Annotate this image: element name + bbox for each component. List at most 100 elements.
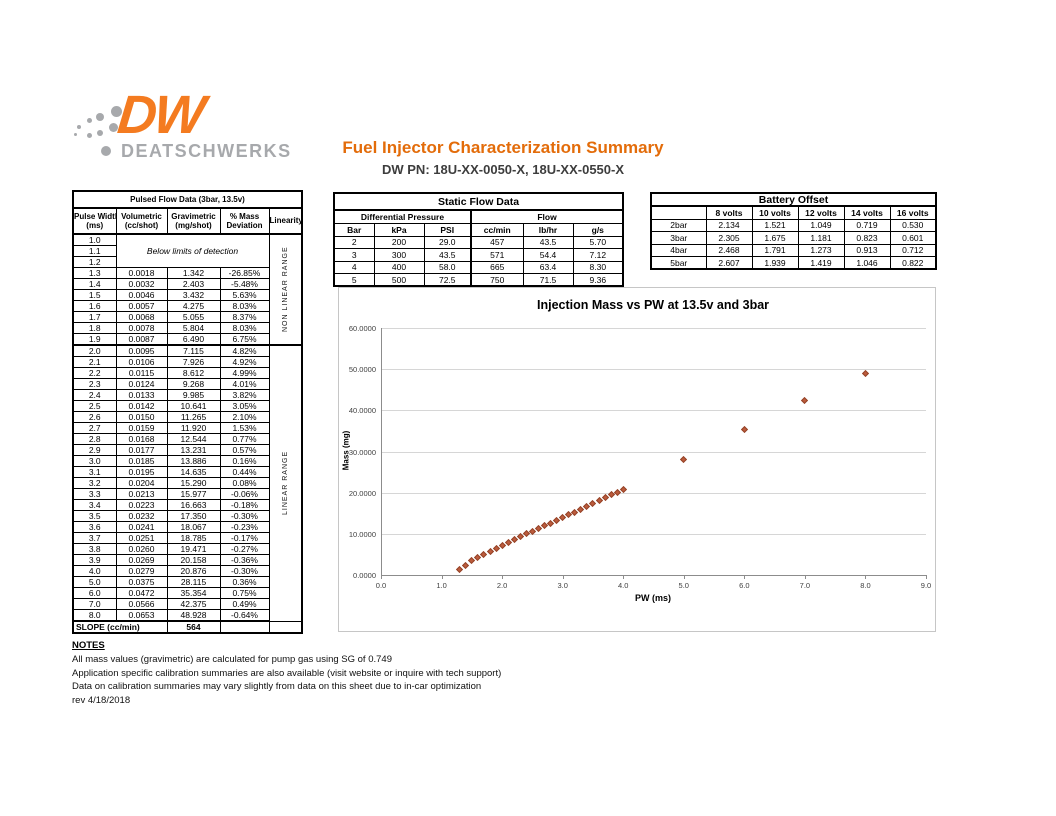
table-cell: 0.0018: [115, 267, 168, 279]
table-cell: 29.0: [423, 235, 472, 249]
table-row: 2.7 0.0159 11.920 1.53%: [72, 422, 302, 434]
x-tick-label: 1.0: [436, 581, 447, 590]
table-row: 3.3 0.0213 15.977 -0.06%: [72, 488, 302, 500]
table-cell: -0.30%: [219, 510, 270, 522]
table-cell: 0.0078: [115, 322, 168, 334]
table-cell: 28.115: [166, 576, 221, 588]
logo-dot-icon: [87, 133, 92, 138]
table-cell: 1.5: [72, 289, 117, 301]
table-cell: 2.6: [72, 411, 117, 423]
table-cell: 0.0223: [115, 499, 168, 511]
x-tick-label: 5.0: [678, 581, 689, 590]
table-cell: 72.5: [423, 273, 472, 287]
table-cell: 20.158: [166, 554, 221, 566]
data-point: [595, 497, 603, 505]
x-axis-label: PW (ms): [635, 593, 671, 603]
col-header-12v: 12 volts: [797, 205, 845, 220]
table-cell: 3.3: [72, 488, 117, 500]
gridline: [381, 492, 926, 494]
table-cell: 4.92%: [219, 356, 270, 368]
table-cell: 20.876: [166, 565, 221, 577]
note-line: Data on calibration summaries may vary s…: [72, 681, 482, 692]
logo-dot-icon: [96, 113, 104, 121]
table-row: 3.0 0.0185 13.886 0.16%: [72, 455, 302, 467]
static-flow-table: Static Flow Data Differential Pressure F…: [333, 192, 625, 287]
table-cell: 200: [373, 235, 425, 249]
table-row: 3.7 0.0251 18.785 -0.17%: [72, 532, 302, 544]
pulse-width-cell: 1.0: [72, 233, 117, 246]
table-cell: 3.2: [72, 477, 117, 489]
data-point: [861, 370, 869, 378]
table-cell: -5.48%: [219, 278, 270, 290]
table-row: 6.0 0.0472 35.354 0.75%: [72, 587, 302, 599]
col-header-blank: [650, 205, 707, 220]
table-cell: 3.82%: [219, 389, 270, 401]
x-tick-mark: [623, 576, 625, 579]
x-tick-mark: [381, 576, 382, 579]
logo-dot-icon: [97, 130, 103, 136]
gridline: [381, 533, 926, 535]
notes-section: NOTES All mass values (gravimetric) are …: [72, 640, 632, 707]
table-cell: 0.0195: [115, 466, 168, 478]
table-cell: 0.0168: [115, 433, 168, 445]
table-row: 7.0 0.0566 42.375 0.49%: [72, 598, 302, 610]
gridline: [381, 410, 926, 412]
x-tick-label: 7.0: [799, 581, 811, 590]
table-cell: 4.275: [166, 300, 221, 312]
table-cell: 1.3: [72, 267, 117, 279]
table-cell: 2.5: [72, 400, 117, 412]
col-header-10v: 10 volts: [751, 205, 799, 220]
x-tick-label: 4.0: [618, 581, 629, 590]
x-tick-mark: [562, 576, 564, 579]
pulsed-flow-title: Pulsed Flow Data (3bar, 13.5v): [72, 190, 303, 209]
data-point: [801, 397, 809, 405]
table-row: 2.3 0.0124 9.268 4.01%: [72, 378, 302, 390]
table-cell: 0.0653: [115, 609, 168, 622]
data-point: [462, 561, 470, 569]
col-header-psi: PSI: [423, 222, 472, 237]
table-cell: 0.0106: [115, 356, 168, 368]
group-header-differential-pressure: Differential Pressure: [333, 209, 472, 224]
table-row: 1.5 0.0046 3.432 5.63%: [72, 289, 302, 301]
table-cell: 3bar: [650, 231, 707, 245]
col-header-8v: 8 volts: [705, 205, 753, 220]
linear-range-label: LINEAR RANGE: [269, 345, 302, 621]
table-cell: 8.30: [572, 260, 624, 274]
table-cell: 7.12: [572, 248, 624, 262]
table-cell: 8.37%: [219, 311, 270, 323]
table-cell: -0.64%: [219, 609, 270, 622]
table-cell: 1.342: [166, 267, 221, 279]
logo-dot-icon: [109, 123, 118, 132]
x-tick-label: 2.0: [496, 581, 508, 590]
table-row: 2bar 2.134 1.521 1.049 0.719 0.530: [650, 218, 937, 232]
table-cell: 0.0142: [115, 400, 168, 412]
table-cell: 8.612: [166, 367, 221, 379]
table-cell: 1.939: [751, 256, 799, 270]
table-cell: 10.641: [166, 400, 221, 412]
table-row: 3bar 2.305 1.675 1.181 0.823 0.601: [650, 231, 937, 245]
y-tick-label: 10.0000: [348, 529, 376, 539]
table-cell: 2.403: [166, 278, 221, 290]
table-cell: 1.53%: [219, 422, 270, 434]
table-cell: -0.18%: [219, 499, 270, 511]
table-cell: 7.0: [72, 598, 117, 610]
table-cell: 1.181: [797, 231, 845, 245]
battery-offset-title: Battery Offset: [650, 192, 937, 207]
y-tick-label: 20.0000: [348, 488, 376, 498]
nonlinear-range-label: NON LINEAR RANGE: [269, 234, 302, 345]
table-row: 5.0 0.0375 28.115 0.36%: [72, 576, 302, 588]
table-row: 2.8 0.0168 12.544 0.77%: [72, 433, 302, 445]
table-cell: 19.471: [166, 543, 221, 555]
table-cell: 4.01%: [219, 378, 270, 390]
table-cell: 3: [333, 248, 375, 262]
table-row: 3 300 43.5 571 54.4 7.12: [333, 248, 624, 262]
table-cell: 3.9: [72, 554, 117, 566]
table-cell: 0.49%: [219, 598, 270, 610]
table-row: 3.5 0.0232 17.350 -0.30%: [72, 510, 302, 522]
col-header-mass-deviation: % Mass Deviation: [219, 207, 270, 235]
slope-row: SLOPE (cc/min) 564: [72, 620, 302, 634]
table-cell: 1.046: [843, 256, 891, 270]
table-cell: 2.1: [72, 356, 117, 368]
table-cell: 0.0177: [115, 444, 168, 456]
